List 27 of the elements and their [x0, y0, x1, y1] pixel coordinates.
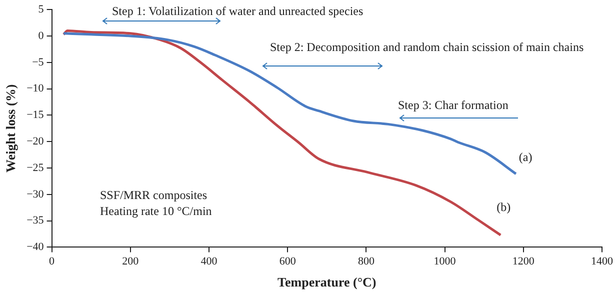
y-tick-label: −30: [26, 188, 44, 200]
x-tick-label: 1400: [591, 256, 614, 268]
y-tick-label: −20: [26, 135, 44, 148]
annotation: Step 1: Volatilization of water and unreacted species: [112, 4, 364, 18]
series-label: (a): [518, 150, 532, 164]
x-tick-label: 1000: [434, 256, 456, 268]
annotation: Step 2: Decomposition and random chain scission of main chains: [270, 40, 584, 54]
annotation: Heating rate 10 °C/min: [100, 204, 212, 218]
x-tick-label: 400: [200, 256, 218, 268]
annotation: SSF/MRR composites: [100, 188, 208, 202]
y-tick-label: −25: [26, 162, 44, 174]
y-tick-label: −40: [26, 241, 44, 254]
y-tick-label: 0: [38, 30, 44, 42]
x-tick-label: 0: [49, 256, 56, 268]
y-tick-label: −35: [26, 214, 44, 227]
annotation: Step 3: Char formation: [398, 98, 508, 112]
y-tick-label: −10: [26, 82, 44, 95]
x-tick-label: 600: [279, 256, 296, 268]
y-axis-title: Weight loss (%): [3, 84, 18, 172]
series-label: (b): [496, 200, 511, 214]
x-tick-label: 1200: [512, 256, 535, 268]
x-tick-label: 200: [122, 256, 140, 268]
y-tick-label: −15: [26, 109, 44, 122]
x-tick-label: 800: [358, 256, 375, 268]
y-tick-label: −5: [32, 56, 44, 68]
y-tick-label: 5: [38, 3, 44, 16]
x-axis-title: Temperature (°C): [278, 274, 376, 290]
